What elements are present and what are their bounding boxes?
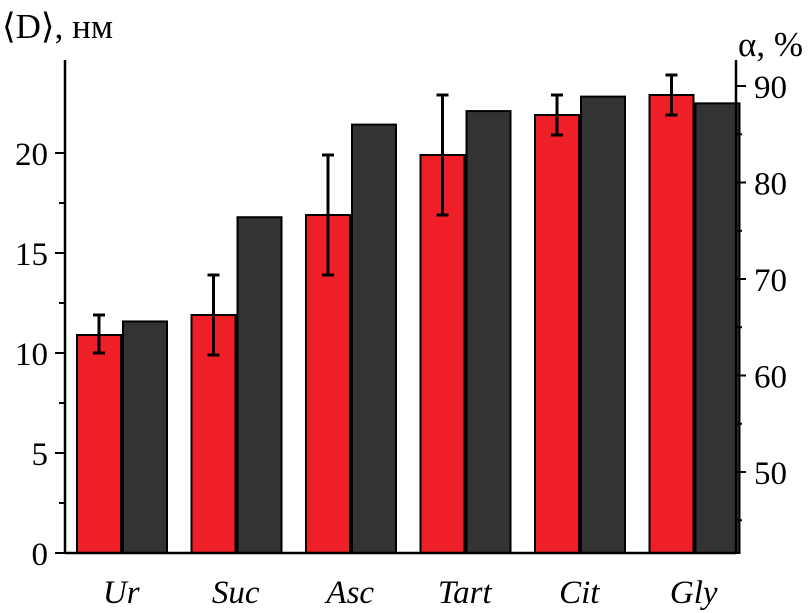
category-label-cit: Cit (559, 575, 600, 611)
bar-alpha-tart (465, 110, 512, 554)
bar-diameter-cit (534, 114, 580, 554)
right-tick-label: 80 (754, 167, 787, 203)
left-tick-label: 0 (32, 537, 49, 573)
bar-alpha-ur (122, 320, 168, 554)
bar-diameter-tart (419, 154, 466, 554)
right-tick-label: 90 (754, 70, 787, 106)
right-axis-title: α, % (738, 25, 803, 64)
category-label-ur: Ur (103, 575, 140, 611)
left-axis-title: ⟨D⟩, нм (2, 7, 113, 46)
category-label-asc: Asc (324, 575, 374, 611)
left-tick-label: 10 (15, 337, 48, 373)
right-tick-label: 50 (754, 456, 787, 492)
right-tick-label: 60 (754, 360, 787, 396)
category-label-suc: Suc (212, 575, 260, 611)
left-tick-label: 5 (32, 437, 49, 473)
category-labels: Ur Suc Asc Tart Cit Gly (103, 575, 718, 611)
error-bar-asc (322, 153, 334, 277)
axes (63, 60, 738, 555)
bar-alpha-suc (236, 216, 283, 555)
error-bar-suc (207, 273, 220, 357)
right-axis-ticks: 50 60 70 80 90 (736, 70, 787, 522)
category-label-gly: Gly (670, 575, 718, 611)
bar-alpha-asc (351, 123, 397, 554)
left-tick-label: 15 (15, 237, 48, 273)
error-bar-gly (665, 73, 678, 117)
category-label-tart: Tart (438, 575, 493, 611)
left-tick-label: 20 (15, 137, 48, 173)
bar-diameter-gly (648, 94, 695, 554)
right-tick-label: 70 (754, 263, 787, 299)
bar-alpha-cit (580, 95, 626, 555)
error-bar-ur (93, 313, 105, 355)
left-axis-ticks: 0 5 10 15 20 (15, 137, 65, 573)
bar-diameter-ur (76, 334, 122, 554)
error-bar-cit (551, 93, 563, 137)
error-bar-tart (436, 93, 449, 217)
bar-alpha-gly (694, 102, 741, 555)
error-bars (93, 73, 678, 357)
